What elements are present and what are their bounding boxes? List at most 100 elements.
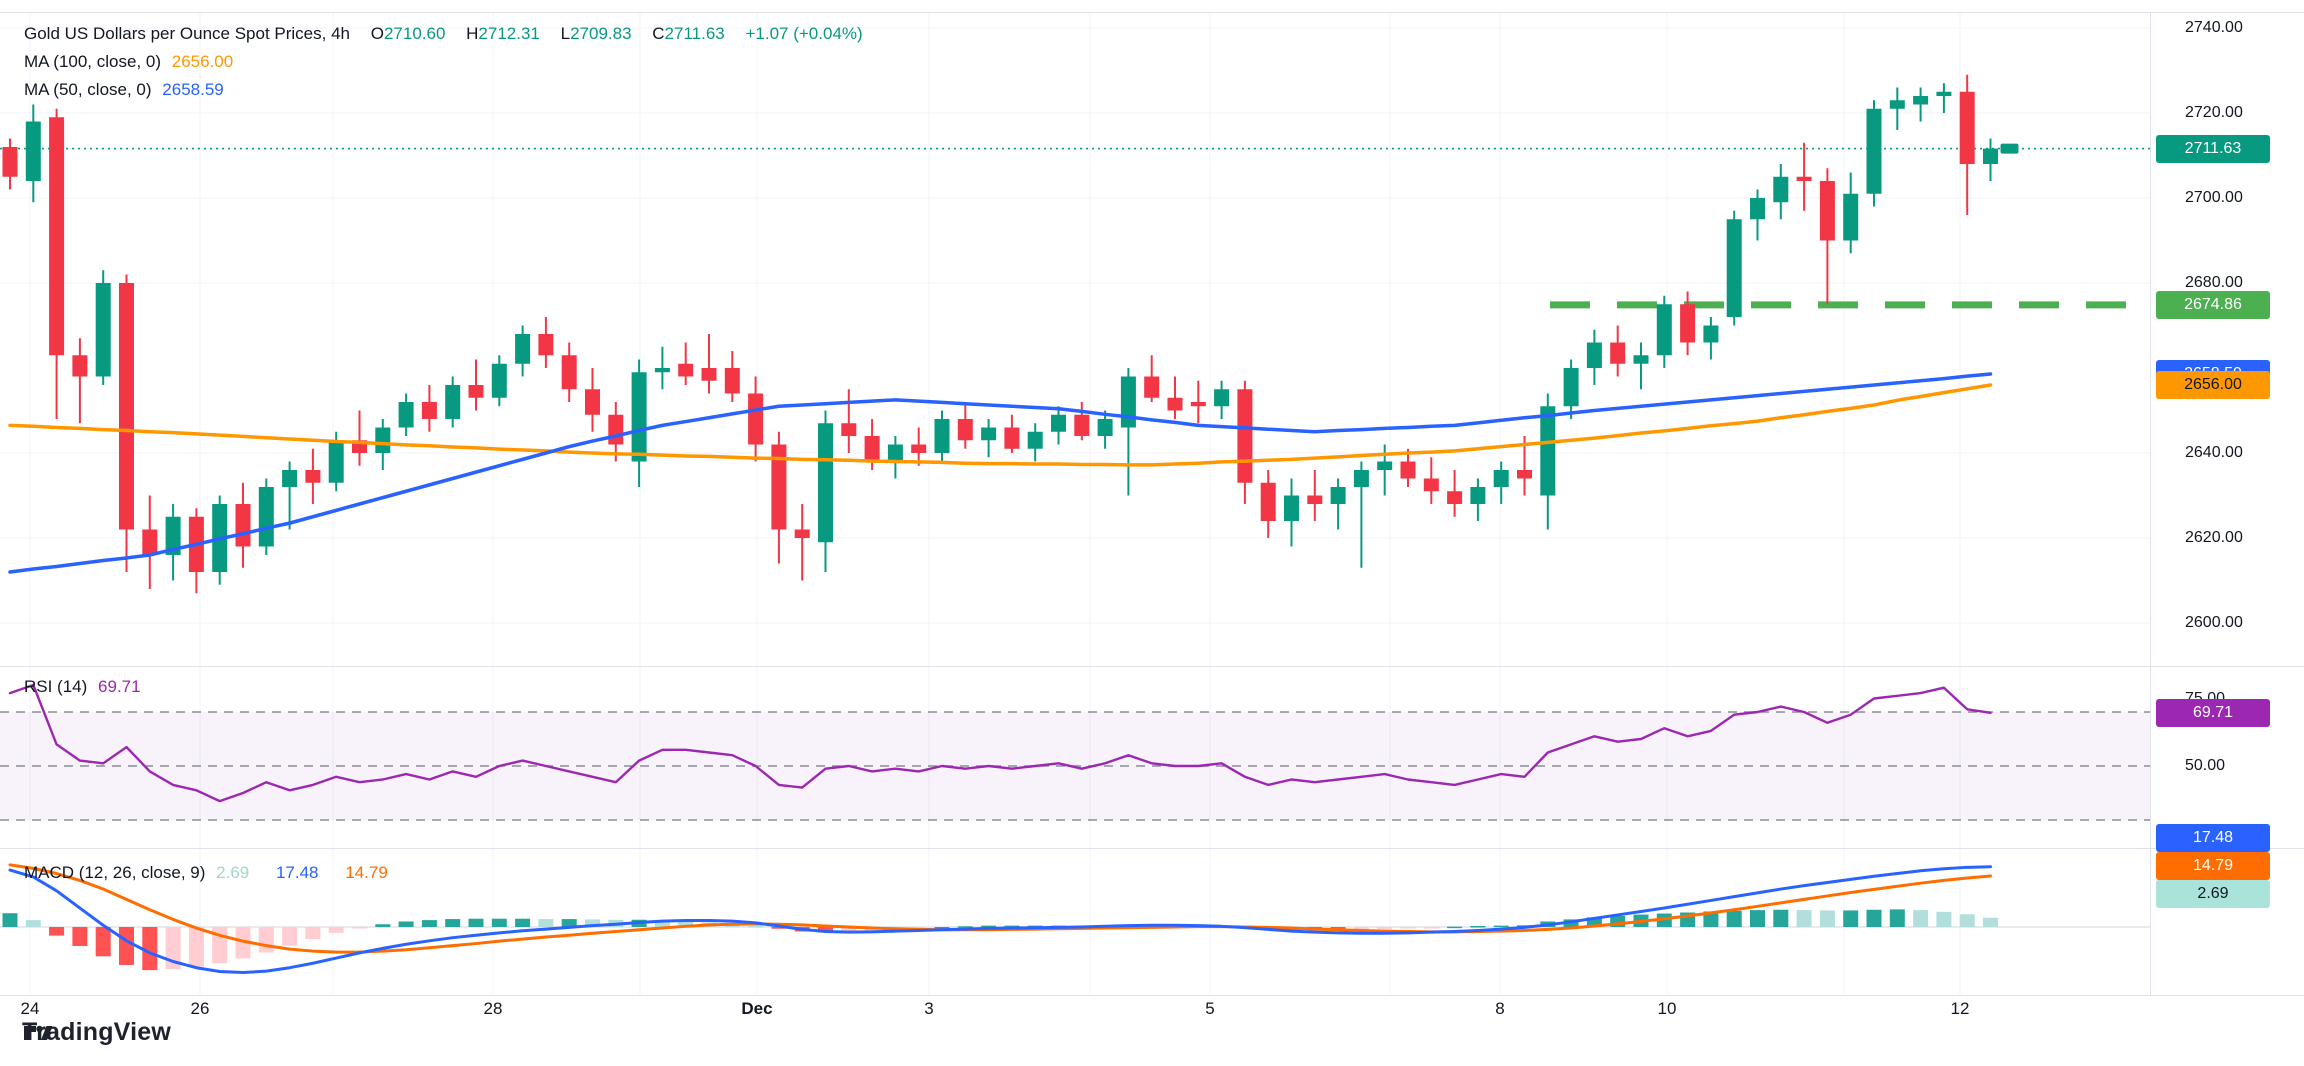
macd-histogram-bar — [1470, 925, 1486, 928]
tradingview-attribution[interactable]: TradingView — [22, 1018, 171, 1047]
macd-histogram-bar — [1423, 927, 1439, 929]
candle-body — [165, 516, 181, 555]
time-axis-label: 3 — [924, 999, 934, 1018]
candle-body — [538, 334, 554, 356]
macd-histogram-bar — [1936, 911, 1952, 927]
macd-histogram-bar — [1353, 927, 1369, 930]
candle-body — [282, 470, 298, 487]
candle-body — [1330, 487, 1346, 504]
ohlc-low-label: L — [560, 24, 571, 43]
candle-body — [678, 363, 694, 377]
macd-histogram-bar — [328, 927, 344, 933]
price-axis-badge: 2711.63 — [2156, 134, 2270, 163]
macd-axis-badge: 17.48 — [2156, 824, 2270, 852]
macd-histogram-bar — [1377, 927, 1393, 930]
candle-body — [445, 385, 461, 419]
candle-body — [1656, 304, 1672, 356]
macd-histogram-bar — [1703, 911, 1719, 927]
candle-body — [515, 334, 531, 364]
ma50-legend-row[interactable]: MA (50, close, 0) 2658.59 — [24, 77, 224, 103]
macd-histogram-bar — [1866, 909, 1882, 927]
macd-histogram-bar — [352, 927, 367, 929]
candle-body — [1400, 461, 1416, 479]
candle-body — [1144, 376, 1160, 398]
candle-body — [305, 470, 321, 483]
macd-histogram-bar — [1889, 909, 1905, 927]
macd-line-value: 17.48 — [275, 863, 319, 882]
ma50-label[interactable]: MA (50, close, 0) — [24, 80, 152, 99]
candle-body — [1726, 219, 1742, 317]
macd-histogram-bar — [1983, 917, 1998, 927]
macd-histogram-bar — [282, 927, 298, 946]
pane-separator-rsi[interactable] — [0, 666, 2304, 667]
candle-body — [631, 372, 647, 462]
macd-histogram-bar — [1400, 927, 1416, 929]
time-axis-label: Dec — [741, 999, 773, 1018]
candle-body — [1843, 193, 1859, 241]
candle-body — [561, 355, 577, 390]
candle-body — [1284, 495, 1299, 521]
candle-body — [1190, 402, 1206, 407]
candle-body — [1586, 342, 1602, 368]
candle-body — [1959, 91, 1975, 164]
macd-histogram-bar — [468, 918, 484, 927]
candle-body — [119, 283, 134, 530]
rsi-label[interactable]: RSI (14) — [24, 677, 88, 696]
macd-histogram-bar — [1913, 910, 1929, 927]
candle-body — [1447, 491, 1463, 504]
macd-histogram-bar — [25, 920, 41, 927]
time-axis-label: 12 — [1950, 999, 1970, 1018]
macd-histogram-bar — [1004, 925, 1020, 928]
macd-hist-value: 2.69 — [216, 863, 250, 882]
macd-histogram-bar — [1610, 915, 1626, 927]
candle-body — [1260, 482, 1276, 521]
symbol-legend-row[interactable]: Gold US Dollars per Ounce Spot Prices, 4… — [24, 21, 863, 47]
candle-body — [1889, 100, 1905, 109]
price-axis-label: 2600.00 — [2185, 614, 2243, 631]
candle-body — [421, 402, 437, 419]
macd-label[interactable]: MACD (12, 26, close, 9) — [24, 863, 206, 882]
macd-axis-badge: 14.79 — [2156, 852, 2270, 880]
rsi-legend-row[interactable]: RSI (14) 69.71 — [24, 674, 141, 700]
candle-body — [142, 529, 158, 555]
macd-histogram-bar — [538, 919, 554, 927]
time-axis-label: 5 — [1205, 999, 1215, 1018]
ohlc-close-value: 2711.63 — [664, 24, 725, 43]
price-axis-label: 2680.00 — [2185, 274, 2243, 291]
candle-body — [1167, 397, 1183, 411]
ma100-label[interactable]: MA (100, close, 0) — [24, 52, 162, 71]
candle-body — [1074, 414, 1090, 436]
pane-separator-macd[interactable] — [0, 848, 2304, 849]
price-axis-separator — [2150, 12, 2151, 995]
ohlc-open-value: 2710.60 — [383, 24, 446, 43]
candle-body — [701, 368, 717, 381]
price-axis-label: 2620.00 — [2185, 529, 2243, 546]
candle-body — [1307, 495, 1323, 504]
macd-histogram-bar — [258, 927, 274, 953]
candle-body — [1796, 176, 1812, 181]
ma100-legend-row[interactable]: MA (100, close, 0) 2656.00 — [24, 49, 233, 75]
candle-body — [1866, 108, 1882, 194]
macd-histogram-bar — [375, 924, 391, 927]
macd-histogram-bar — [49, 927, 65, 936]
symbol-title[interactable]: Gold US Dollars per Ounce Spot Prices, 4… — [24, 24, 350, 43]
ma50-line — [8, 372, 1993, 574]
macd-legend-row[interactable]: MACD (12, 26, close, 9) 2.69 17.48 14.79 — [24, 860, 388, 886]
macd-histogram-bar — [1959, 914, 1975, 927]
candle-body — [1027, 431, 1043, 449]
candle-body — [1680, 304, 1696, 343]
macd-histogram-bar — [1819, 910, 1835, 927]
candle-body — [1517, 470, 1532, 479]
macd-signal-value: 14.79 — [345, 863, 388, 882]
candle-body — [1610, 342, 1626, 364]
ma100-value: 2656.00 — [171, 52, 234, 71]
macd-histogram-bar — [934, 927, 950, 929]
macd-histogram-bar — [142, 927, 158, 971]
ohlc-high-value: 2712.31 — [478, 24, 540, 43]
candle-body — [1703, 325, 1719, 343]
macd-histogram-bar — [119, 927, 134, 965]
candle-body — [1423, 478, 1439, 492]
price-axis-label: 2640.00 — [2185, 444, 2243, 461]
